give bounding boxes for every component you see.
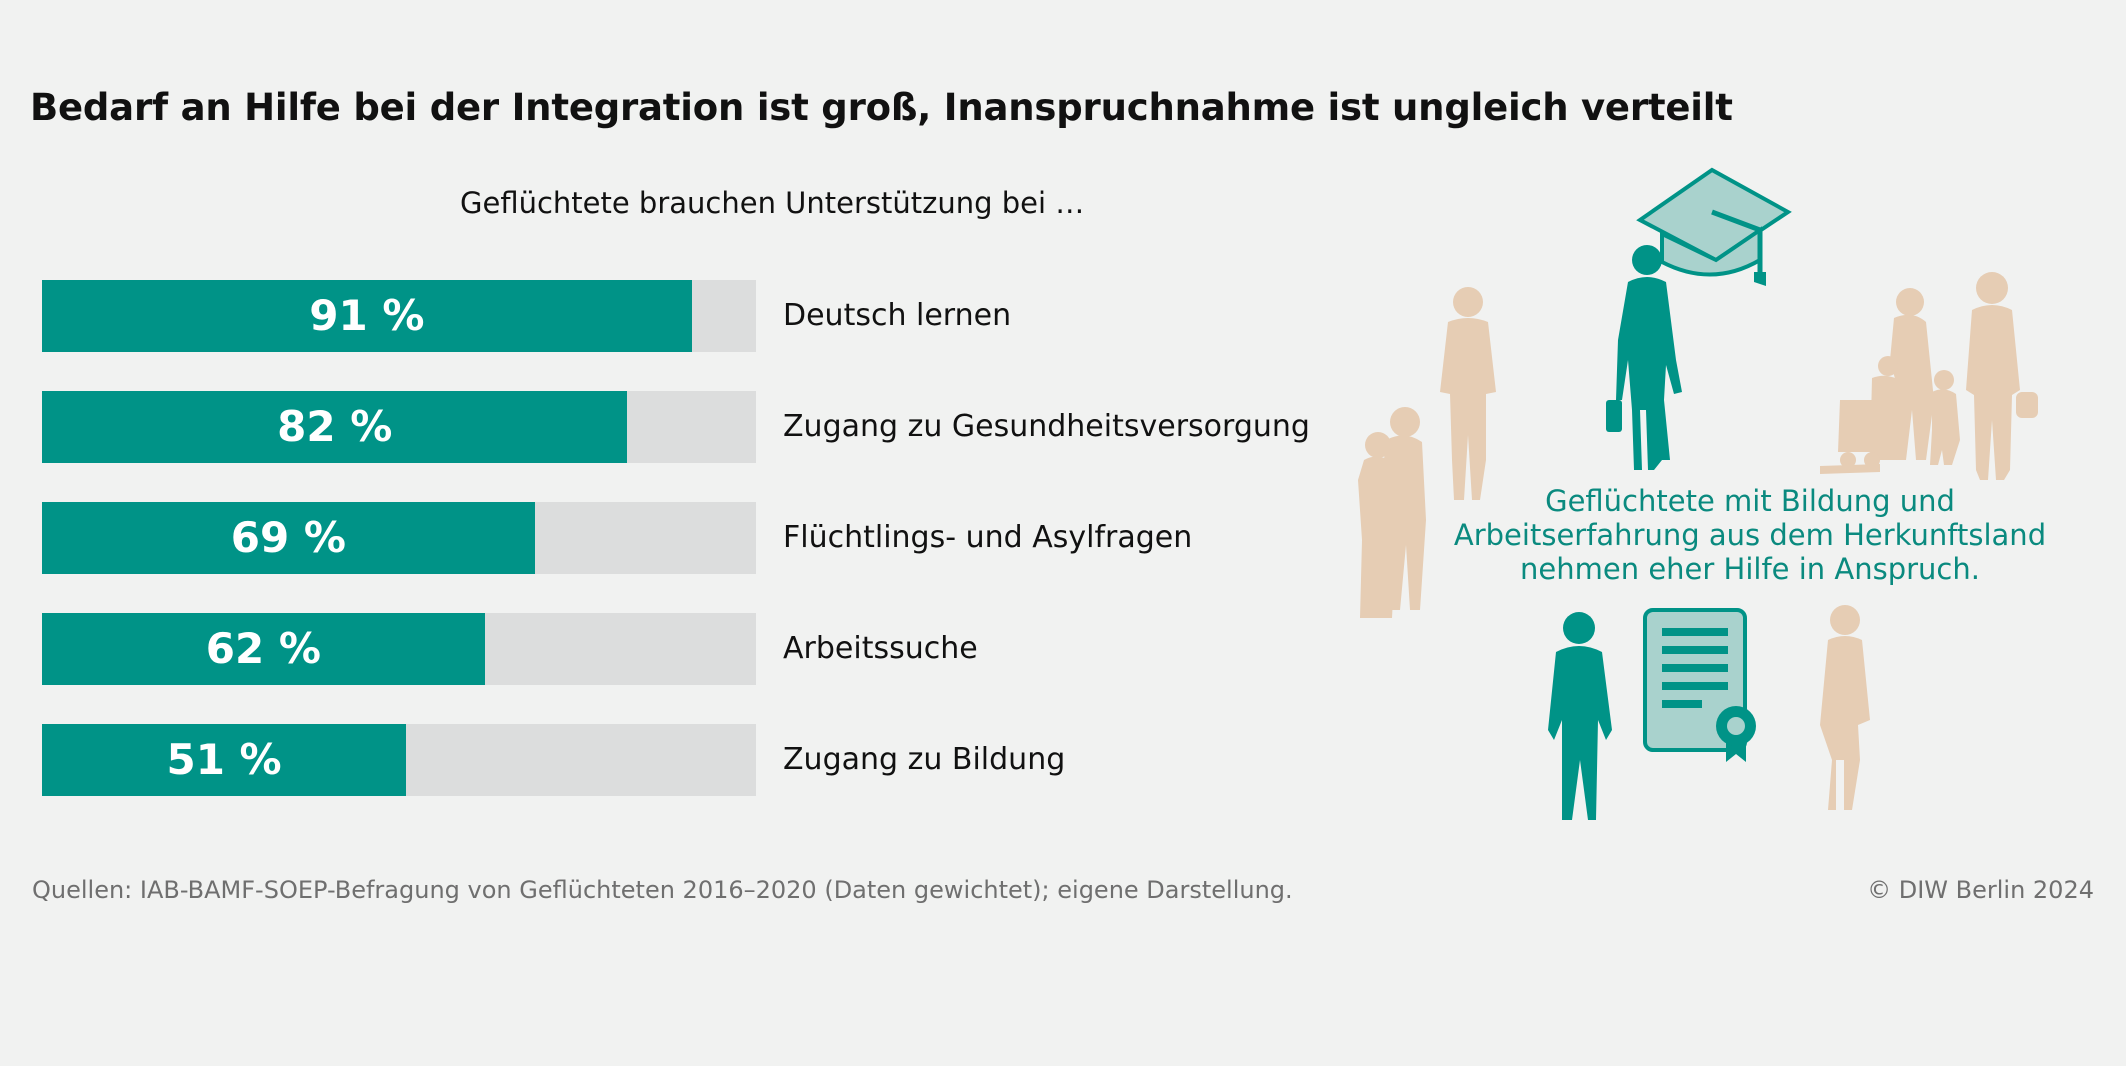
page-title: Bedarf an Hilfe bei der Integration ist … [30,86,1733,129]
bar [42,391,628,463]
copyright: © DIW Berlin 2024 [1867,876,2094,904]
category-label: Deutsch lernen [783,298,1012,333]
bar-row: 51 % Zugang zu Bildung [42,724,1282,796]
person-silhouette-icon [1820,605,1870,810]
illustration-note: Geflüchtete mit Bildung und Arbeitserfah… [1453,484,2047,586]
category-label: Zugang zu Bildung [783,742,1066,777]
bar-value-label: 51 % [166,735,282,784]
family-icon [1820,288,1960,474]
bar [42,613,485,685]
bar-row: 62 % Arbeitssuche [42,613,1282,685]
source-note: Quellen: IAB-BAMF-SOEP-Befragung von Gef… [32,876,1293,904]
bar [42,280,692,352]
bar-chart: 91 % Deutsch lernen 82 % Zugang zu Gesundhe… [42,280,1310,800]
category-label: Arbeitssuche [783,631,978,666]
person-silhouette-icon [1966,272,2038,480]
bar-value-label: 69 % [230,513,346,562]
bar-value-label: 82 % [277,402,393,451]
chart-title: Geflüchtete brauchen Unterstützung bei … [460,186,1085,220]
bar-row: 82 % Zugang zu Gesundheitsversorgung [42,391,1310,463]
bar-row: 91 % Deutsch lernen [42,280,1282,352]
bar-row: 69 % Flüchtlings- und Asylfragen [42,502,1282,574]
certificate-icon [1643,608,1756,762]
elderly-couple-icon [1358,407,1426,618]
bar-value-label: 91 % [309,291,425,340]
person-silhouette-icon [1440,287,1496,500]
bar [42,502,535,574]
graduation-cap-icon [1636,167,1792,286]
category-label: Zugang zu Gesundheitsversorgung [783,409,1310,444]
bar-value-label: 62 % [205,624,321,673]
person-silhouette-icon [1606,245,1682,470]
person-silhouette-icon [1548,612,1612,820]
bar [42,724,407,796]
refugee-illustration [1358,167,2038,820]
category-label: Flüchtlings- und Asylfragen [783,520,1193,555]
